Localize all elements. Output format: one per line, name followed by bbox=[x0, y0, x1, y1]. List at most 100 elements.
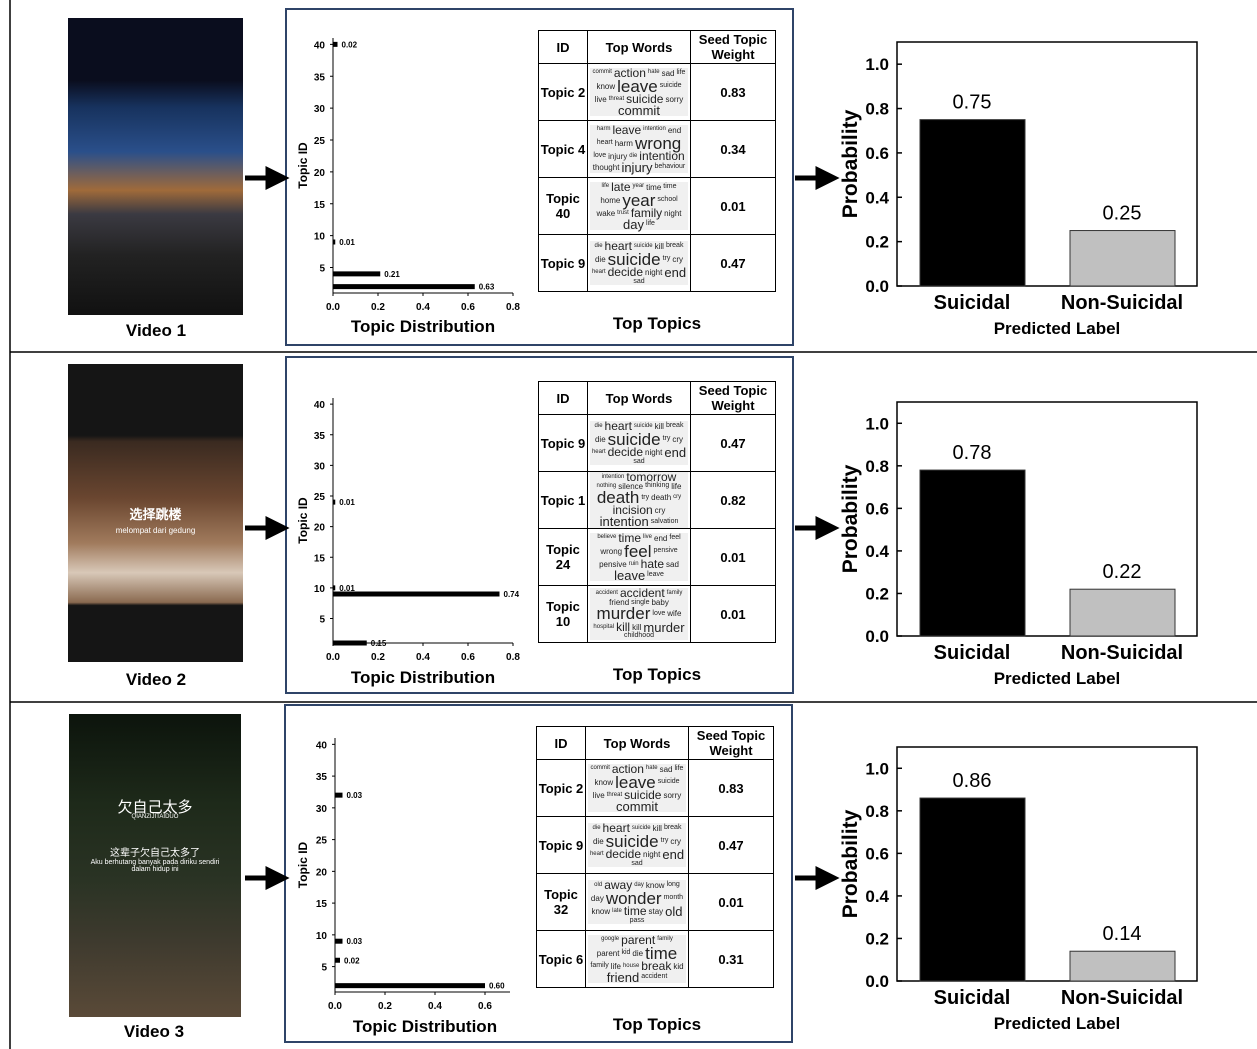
x-tick-label: Non-Suicidal bbox=[1061, 987, 1183, 1009]
cloud-word: die bbox=[593, 838, 604, 845]
y-tick-label: 0.8 bbox=[865, 457, 889, 476]
cloud-word: cry bbox=[672, 436, 683, 443]
cloud-word: try bbox=[661, 838, 669, 844]
y-tick-label: 1.0 bbox=[865, 414, 889, 433]
cloud-word: sad bbox=[633, 459, 644, 465]
y-tick-label: 35 bbox=[314, 431, 326, 442]
cloud-word: break bbox=[641, 961, 671, 972]
y-tick-label: 20 bbox=[316, 867, 328, 878]
y-tick-label: 10 bbox=[314, 584, 326, 595]
data-label: 0.03 bbox=[347, 937, 363, 946]
seed-weight: 0.01 bbox=[691, 586, 776, 643]
cloud-word: home bbox=[600, 197, 620, 204]
cloud-word: pensive bbox=[599, 561, 627, 568]
x-tick-label: Suicidal bbox=[934, 987, 1011, 1009]
cloud-word: sad bbox=[666, 561, 679, 568]
x-tick-label: 0.2 bbox=[371, 302, 385, 313]
cloud-word: baby bbox=[651, 599, 668, 606]
cloud-word: ruin bbox=[629, 562, 639, 567]
table-row: Topic 6googleparentfamilyparentkiddietim… bbox=[537, 931, 774, 988]
y-tick-label: 0.0 bbox=[865, 972, 889, 991]
cloud-word: hospital bbox=[593, 625, 614, 630]
topic-id: Topic 9 bbox=[539, 235, 588, 292]
table-row: Topic 10accidentaccidentfamilyfriendsing… bbox=[539, 586, 776, 643]
y-tick-label: 0.4 bbox=[865, 887, 889, 906]
cloud-word: hate bbox=[648, 70, 660, 75]
cloud-word: sad bbox=[633, 279, 644, 285]
data-label: 0.03 bbox=[347, 791, 363, 800]
cloud-word: know bbox=[596, 83, 615, 90]
y-tick-label: 0.6 bbox=[865, 844, 889, 863]
cloud-word: late bbox=[612, 909, 622, 914]
cloud-word: believe bbox=[597, 535, 616, 540]
x-axis-label: Predicted Label bbox=[994, 1014, 1121, 1033]
cloud-word: life bbox=[677, 70, 686, 76]
bar bbox=[333, 42, 338, 47]
cloud-word: threat bbox=[609, 97, 624, 102]
y-tick-label: 10 bbox=[314, 232, 326, 243]
cloud-word: intention bbox=[602, 475, 625, 480]
table-row: Topic 2commitactionhatesadlifeknowleaves… bbox=[537, 760, 774, 817]
cloud-word: life bbox=[601, 184, 609, 189]
table-row: Topic 1intentiontomorrownothingsilenceth… bbox=[539, 472, 776, 529]
y-axis-label: Topic ID bbox=[296, 497, 310, 544]
cloud-word: decide bbox=[606, 849, 641, 860]
bar bbox=[335, 939, 343, 944]
seed-weight: 0.83 bbox=[689, 760, 774, 817]
y-axis-label: Probability bbox=[839, 809, 862, 918]
cloud-word: sorry bbox=[665, 96, 683, 103]
header-cell: Seed Topic Weight bbox=[689, 727, 774, 760]
y-tick-label: 35 bbox=[316, 772, 328, 783]
cloud-word: love bbox=[652, 611, 665, 617]
cloud-word: life bbox=[671, 483, 681, 490]
seed-weight: 0.47 bbox=[691, 415, 776, 472]
y-tick-label: 40 bbox=[314, 400, 326, 411]
y-tick-label: 15 bbox=[316, 899, 328, 910]
topic-id: Topic 10 bbox=[539, 586, 588, 643]
cloud-word: love bbox=[593, 153, 606, 159]
x-tick-label: Non-Suicidal bbox=[1061, 292, 1183, 314]
cloud-word: leave bbox=[614, 570, 645, 582]
cloud-word: end bbox=[664, 267, 686, 279]
bar bbox=[335, 793, 343, 798]
cloud-word: thinking bbox=[645, 483, 669, 489]
word-cloud-cell: dieheartsuicidekillbreakdiesuicidetrycry… bbox=[586, 817, 689, 874]
cloud-word: intention bbox=[600, 516, 649, 528]
cloud-word: night bbox=[664, 210, 681, 217]
topic-id: Topic 4 bbox=[539, 121, 588, 178]
data-label: 0.75 bbox=[953, 92, 992, 114]
cloud-word: wrong bbox=[600, 548, 622, 555]
topic-id: Topic 9 bbox=[539, 415, 588, 472]
data-label: 0.25 bbox=[1103, 203, 1142, 225]
cloud-word: sorry bbox=[663, 792, 681, 799]
cloud-word: heart bbox=[597, 140, 613, 146]
header-cell: Seed Topic Weight bbox=[691, 31, 776, 64]
cloud-word: hate bbox=[646, 766, 658, 771]
cloud-word: know bbox=[646, 882, 665, 889]
header-cell: Top Words bbox=[588, 382, 691, 415]
x-axis-label: Topic Distribution bbox=[353, 1017, 497, 1036]
y-tick-label: 5 bbox=[319, 264, 325, 275]
cloud-word: salvation bbox=[651, 519, 679, 525]
y-tick-label: 5 bbox=[319, 615, 325, 626]
figure: 选择跳楼melompat dari gedung 欠自己太多QIANZIJITA… bbox=[0, 0, 1257, 1049]
y-tick-label: 0.8 bbox=[865, 802, 889, 821]
cloud-word: trust bbox=[617, 211, 629, 216]
x-tick-label: Suicidal bbox=[934, 292, 1011, 314]
cloud-word: accident bbox=[641, 974, 667, 980]
y-tick-label: 0.4 bbox=[865, 188, 889, 207]
y-tick-label: 5 bbox=[321, 963, 327, 974]
cloud-word: end bbox=[654, 535, 667, 542]
word-cloud-cell: oldawaydayknowlongdaywondermonthknowlate… bbox=[586, 874, 689, 931]
cloud-word: commit bbox=[593, 70, 612, 75]
cloud-word: know bbox=[594, 779, 613, 786]
cloud-word: family bbox=[657, 937, 673, 942]
cloud-word: kill bbox=[653, 825, 662, 832]
